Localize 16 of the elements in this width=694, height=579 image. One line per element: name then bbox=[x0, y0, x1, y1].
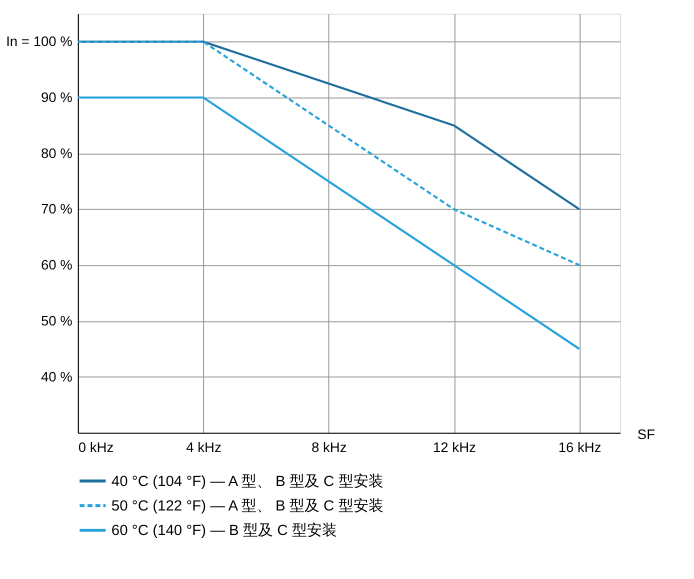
y-tick-label: In = 100 % bbox=[6, 34, 72, 50]
y-tick-label: 40 % bbox=[41, 369, 72, 384]
y-tick-label: 80 % bbox=[41, 146, 72, 161]
y-tick-label: 70 % bbox=[41, 202, 72, 217]
x-tick-label: 4 kHz bbox=[186, 440, 222, 455]
x-tick-label: 16 kHz bbox=[558, 440, 602, 455]
x-tick-label: 0 kHz bbox=[78, 440, 114, 455]
x-tick-label: 12 kHz bbox=[432, 440, 476, 455]
y-tick-label: 50 % bbox=[41, 313, 72, 328]
y-tick-label: 60 % bbox=[41, 258, 72, 273]
y-tick-label: 90 % bbox=[41, 90, 72, 105]
legend-label: 50 °C (122 °F) — A 型、 B 型及 C 型安装 bbox=[111, 498, 384, 515]
legend-label: 40 °C (104 °F) — A 型、 B 型及 C 型安装 bbox=[111, 472, 384, 490]
x-axis-title: SF bbox=[637, 427, 656, 442]
legend-label: 60 °C (140 °F) — B 型及 C 型安装 bbox=[111, 522, 337, 540]
x-tick-label: 8 kHz bbox=[311, 440, 347, 455]
